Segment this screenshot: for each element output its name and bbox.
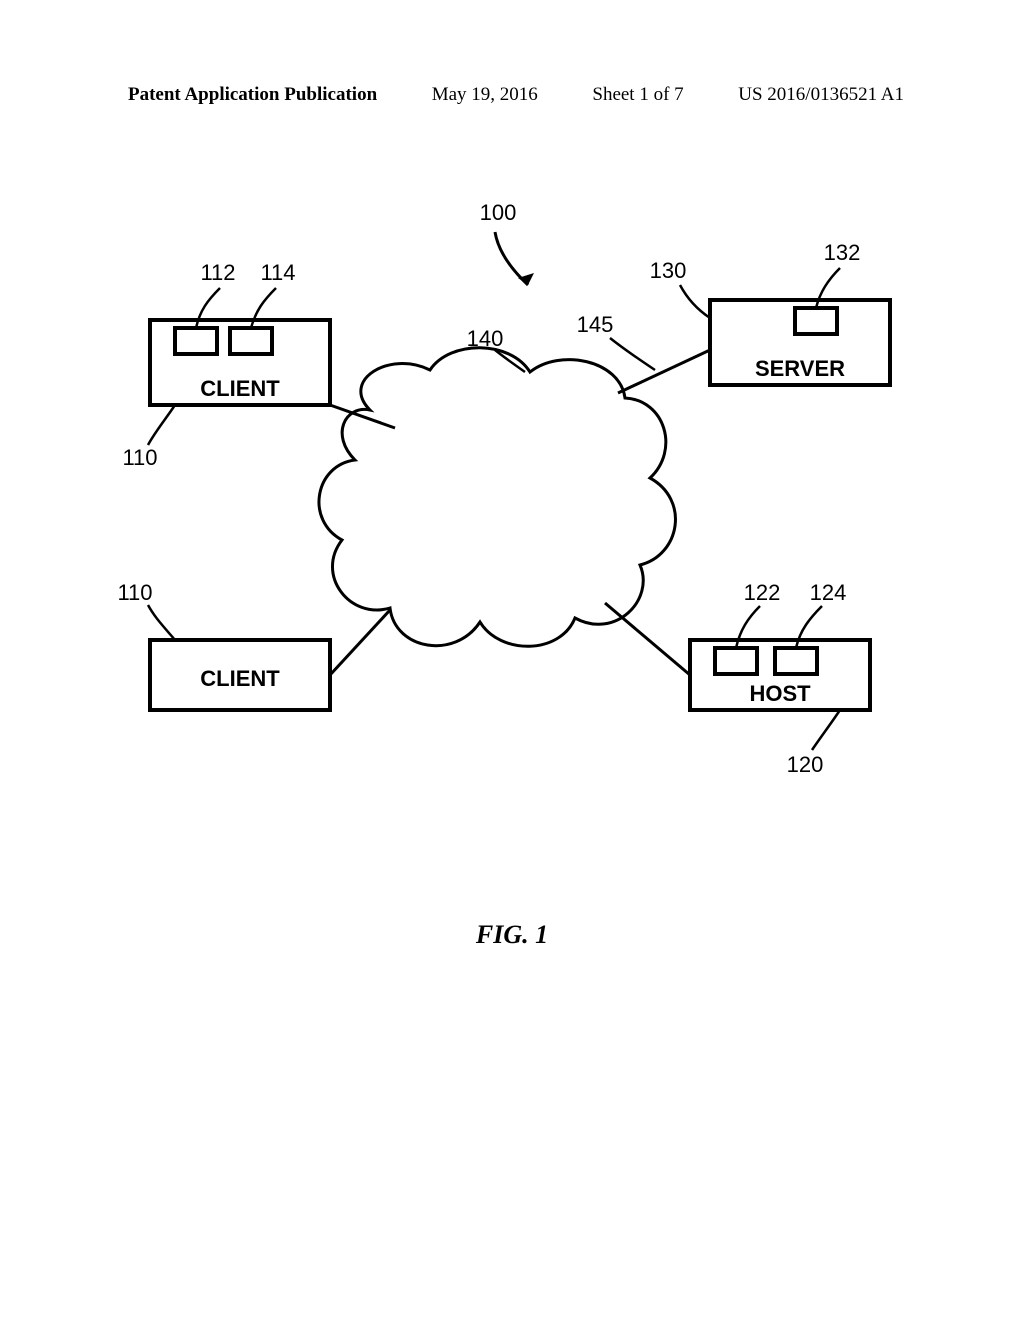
- ref-114: 114: [260, 260, 295, 285]
- ref-132: 132: [824, 240, 861, 265]
- ref-130: 130: [650, 258, 687, 283]
- host-label: HOST: [749, 681, 811, 706]
- figure-1-diagram: CLIENT 112 114 110 SERVER 132 130: [0, 0, 1024, 1320]
- ref-110a: 110: [122, 445, 157, 470]
- ref-112: 112: [200, 260, 235, 285]
- client2-box: CLIENT 110: [117, 580, 330, 710]
- ref-124: 124: [810, 580, 847, 605]
- link-server-cloud: [618, 350, 710, 393]
- ref-110b: 110: [117, 580, 152, 605]
- page: Patent Application Publication May 19, 2…: [0, 0, 1024, 1320]
- client1-box: CLIENT 112 114 110: [122, 260, 330, 470]
- ref-122: 122: [744, 580, 781, 605]
- client2-label: CLIENT: [200, 666, 280, 691]
- ref-100: 100: [480, 200, 517, 225]
- host-box: HOST 122 124 120: [690, 580, 870, 777]
- server-label: SERVER: [755, 356, 845, 381]
- link-host-cloud: [605, 603, 690, 675]
- ref-140: 140: [467, 326, 525, 372]
- server-box: SERVER 132 130 145: [577, 240, 890, 385]
- ref-140-label: 140: [467, 326, 504, 351]
- link-client2-cloud: [330, 610, 390, 675]
- figure-caption: FIG. 1: [0, 920, 1024, 950]
- ref-120: 120: [787, 752, 824, 777]
- ref-145: 145: [577, 312, 614, 337]
- ref-100-arrow: 100: [480, 200, 534, 285]
- client1-label: CLIENT: [200, 376, 280, 401]
